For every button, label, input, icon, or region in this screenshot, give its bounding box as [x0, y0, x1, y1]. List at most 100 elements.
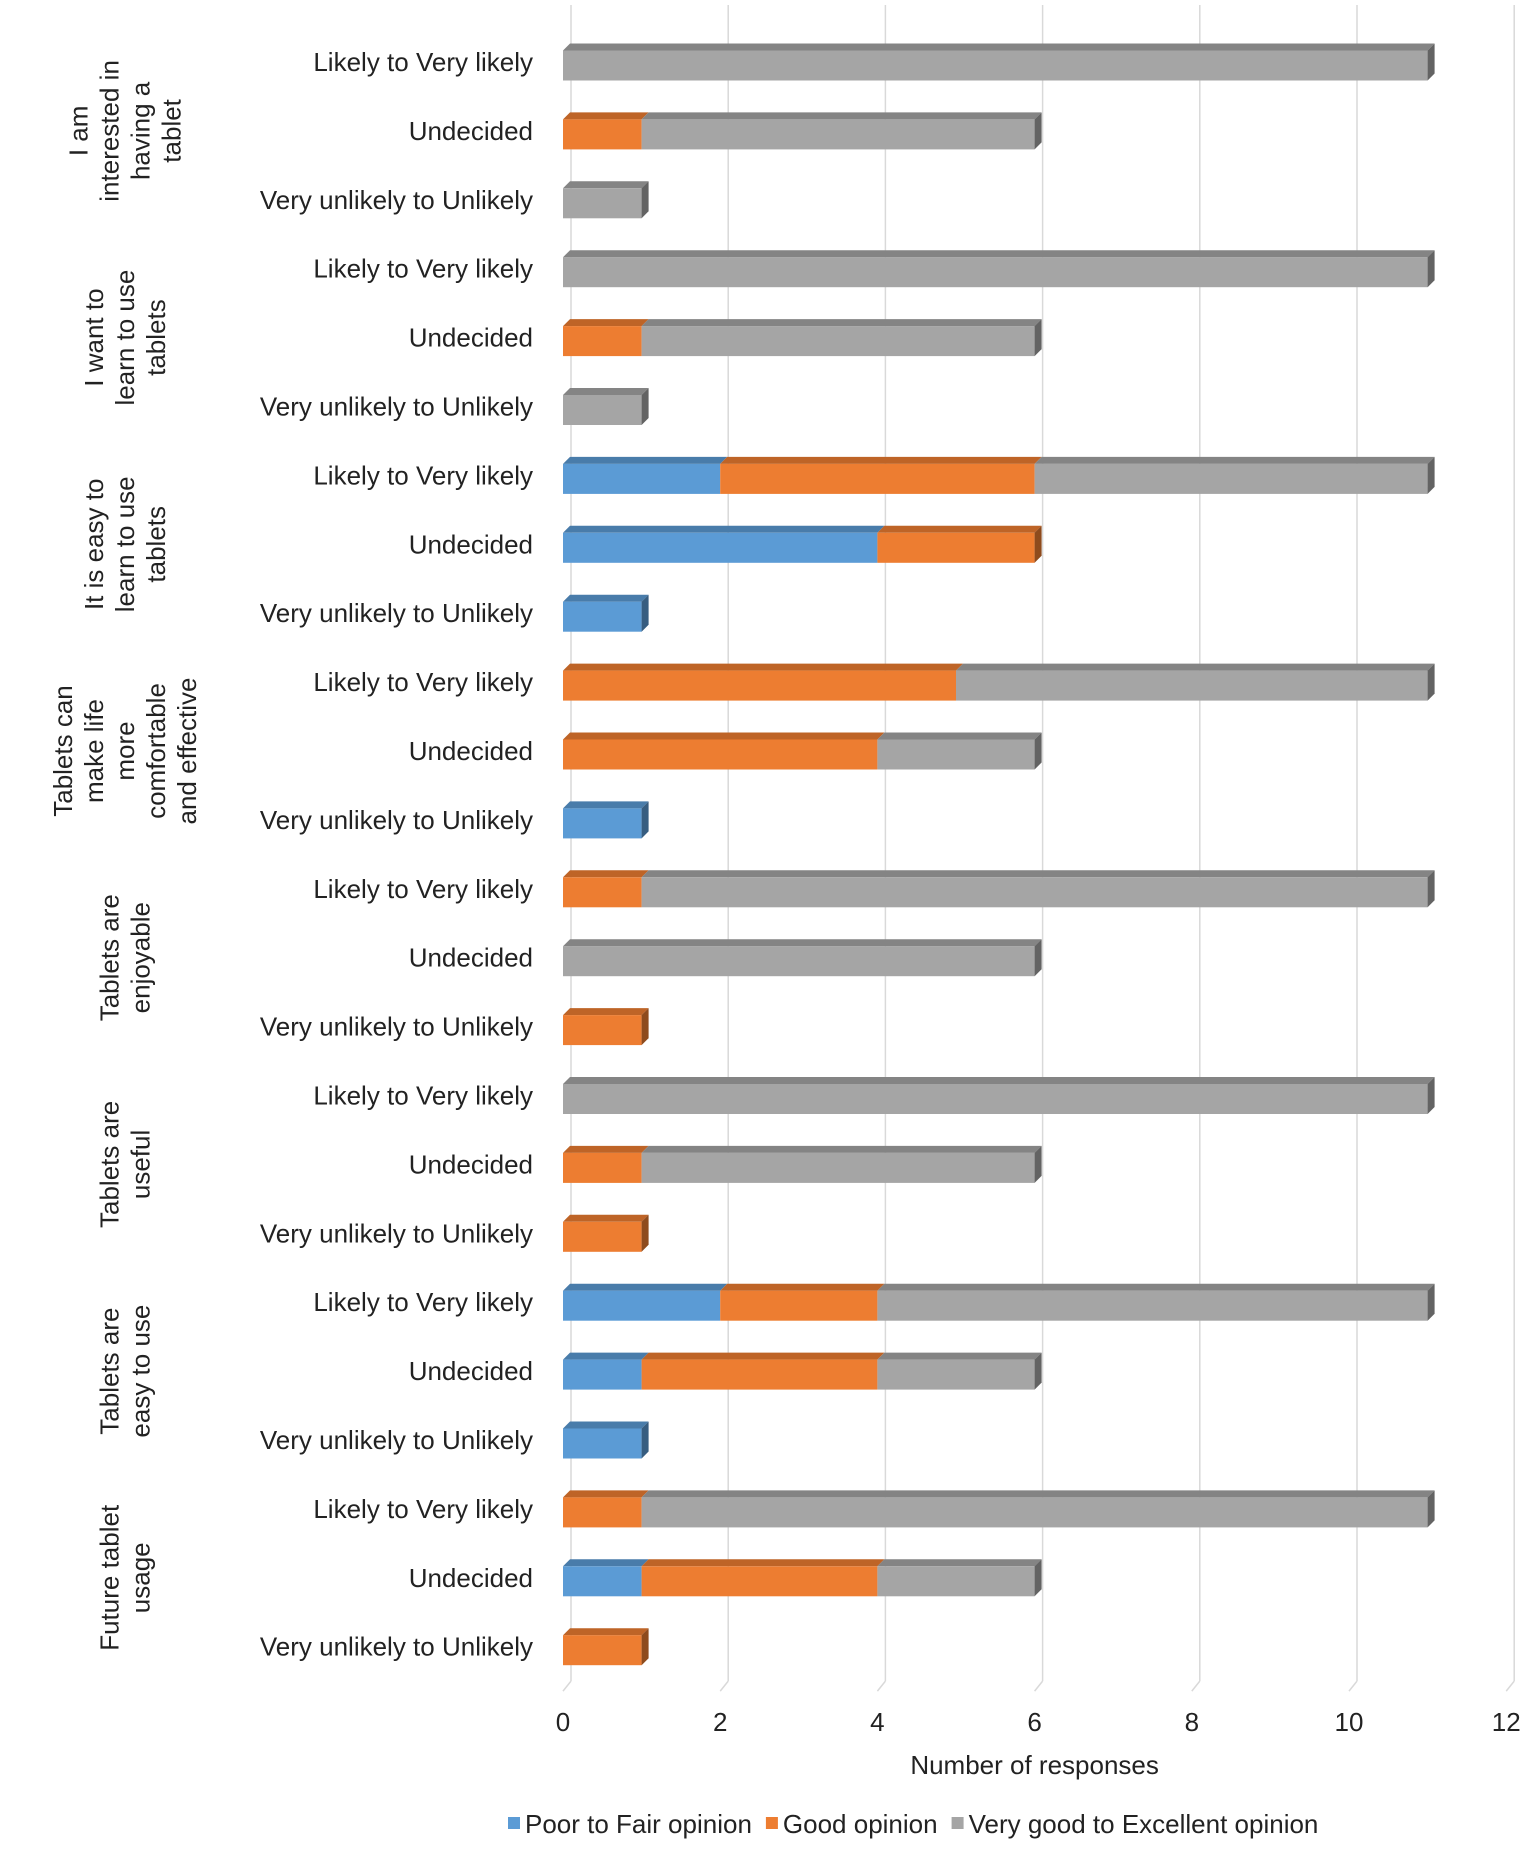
bar-top-good-opinion — [563, 1008, 649, 1016]
x-tick-label: 6 — [1027, 1707, 1041, 1737]
bar-side — [641, 1628, 649, 1666]
group-label-line: easy to use — [126, 1305, 156, 1438]
group-label-line: tablet — [157, 98, 187, 162]
legend-swatch — [951, 1817, 964, 1829]
bar-very-good-to-excellent-opinion — [956, 670, 1428, 701]
bar-top-very-good-to-excellent-opinion — [877, 1559, 1042, 1567]
bar-side — [1427, 663, 1435, 701]
bar-good-opinion — [563, 1015, 642, 1046]
bar-top-good-opinion — [563, 1490, 649, 1498]
bar-top-poor-to-fair-opinion — [563, 1283, 728, 1291]
gridline-floor — [562, 1680, 572, 1692]
bar-top-very-good-to-excellent-opinion — [563, 181, 649, 189]
bar-top-good-opinion — [720, 1283, 885, 1291]
bar-side — [641, 1008, 649, 1046]
row-label: Likely to Very likely — [313, 254, 533, 284]
bar-side — [1034, 1352, 1042, 1390]
bar-very-good-to-excellent-opinion — [641, 1152, 1035, 1183]
group-label-line: learn to use — [110, 270, 140, 406]
group-label-line: comfortable — [141, 683, 171, 819]
bar-top-poor-to-fair-opinion — [563, 594, 649, 602]
bar-top-very-good-to-excellent-opinion — [563, 1077, 1435, 1084]
group-label-line: make life — [79, 699, 109, 803]
legend-label: Very good to Excellent opinion — [969, 1809, 1319, 1839]
bar-side — [641, 1421, 649, 1459]
row-label: Likely to Very likely — [313, 874, 533, 904]
group-label-line: tablets — [141, 299, 171, 376]
x-tick-label: 4 — [870, 1707, 884, 1737]
row-label: Undecided — [409, 529, 533, 559]
legend-label: Poor to Fair opinion — [525, 1809, 752, 1839]
bar-top-good-opinion — [563, 870, 649, 878]
row-label: Likely to Very likely — [313, 667, 533, 697]
row-label: Very unlikely to Unlikely — [260, 1632, 533, 1662]
bar-good-opinion — [563, 1152, 642, 1183]
legend-swatch — [508, 1817, 520, 1829]
bar-top-very-good-to-excellent-opinion — [877, 1283, 1435, 1291]
bar-top-very-good-to-excellent-opinion — [641, 1145, 1042, 1153]
bar-good-opinion — [563, 670, 956, 701]
group-label-line: It is easy to — [79, 479, 109, 611]
bar-side — [1034, 1145, 1042, 1183]
legend-label: Good opinion — [783, 1809, 938, 1839]
bar-top-good-opinion — [720, 456, 1042, 464]
group-label: Tablets canmake lifemorecomfortableand e… — [48, 678, 202, 825]
bar-very-good-to-excellent-opinion — [563, 188, 642, 219]
bar-good-opinion — [563, 1635, 642, 1666]
group-label: Tablets areuseful — [95, 1101, 156, 1228]
bar-top-poor-to-fair-opinion — [563, 1421, 649, 1429]
gridline-floor — [719, 1680, 729, 1692]
group-label-line: tablets — [141, 506, 171, 583]
bar-very-good-to-excellent-opinion — [563, 50, 1428, 81]
bar-side — [641, 594, 649, 632]
row-label: Undecided — [409, 116, 533, 146]
bar-very-good-to-excellent-opinion — [563, 395, 642, 425]
bar-top-good-opinion — [563, 1214, 649, 1222]
bar-very-good-to-excellent-opinion — [641, 877, 1428, 908]
bar-side — [1034, 1559, 1042, 1597]
bar-side — [1427, 870, 1435, 908]
legend-swatch — [765, 1817, 778, 1829]
bar-side — [1034, 319, 1042, 357]
bar-side — [641, 388, 649, 425]
bar-top-very-good-to-excellent-opinion — [563, 250, 1435, 258]
bar-good-opinion — [720, 463, 1035, 494]
bar-poor-to-fair-opinion — [563, 463, 721, 494]
bar-very-good-to-excellent-opinion — [877, 1359, 1035, 1390]
group-label-line: more — [110, 721, 140, 780]
bar-top-good-opinion — [563, 1145, 649, 1153]
bar-side — [1427, 1283, 1435, 1321]
group-label-line: Tablets are — [95, 1308, 125, 1435]
group-label-line: enjoyable — [126, 902, 156, 1013]
bar-top-very-good-to-excellent-opinion — [956, 663, 1435, 671]
x-tick-label: 0 — [556, 1707, 570, 1737]
bar-side — [1034, 732, 1042, 770]
group-label-line: having a — [126, 81, 156, 180]
row-label: Very unlikely to Unlikely — [260, 598, 533, 628]
bar-top-good-opinion — [563, 1628, 649, 1636]
row-label: Very unlikely to Unlikely — [260, 1218, 533, 1248]
bar-top-poor-to-fair-opinion — [563, 1352, 649, 1360]
group-label-line: Future tablet — [95, 1504, 125, 1651]
row-label: Very unlikely to Unlikely — [260, 392, 533, 422]
gridline-floor — [1191, 1680, 1201, 1692]
group-label-line: Tablets are — [95, 1101, 125, 1228]
bar-top-very-good-to-excellent-opinion — [563, 939, 1042, 947]
group-label: Future tabletusage — [95, 1504, 156, 1651]
group-label-line: I want to — [79, 288, 109, 386]
bar-good-opinion — [641, 1359, 878, 1390]
group-label-line: learn to use — [110, 476, 140, 612]
group-label: Tablets areeasy to use — [95, 1305, 156, 1438]
row-label: Undecided — [409, 736, 533, 766]
bar-poor-to-fair-opinion — [563, 808, 642, 839]
bar-top-very-good-to-excellent-opinion — [877, 1352, 1042, 1360]
group-label-line: and effective — [172, 678, 202, 825]
bar-side — [1427, 43, 1435, 81]
group-label-line: Tablets are — [95, 894, 125, 1021]
bar-top-good-opinion — [641, 1559, 885, 1567]
bar-poor-to-fair-opinion — [563, 1566, 642, 1597]
bar-good-opinion — [563, 739, 878, 770]
gridline-floor — [1505, 1680, 1515, 1692]
row-label: Likely to Very likely — [313, 1287, 533, 1317]
